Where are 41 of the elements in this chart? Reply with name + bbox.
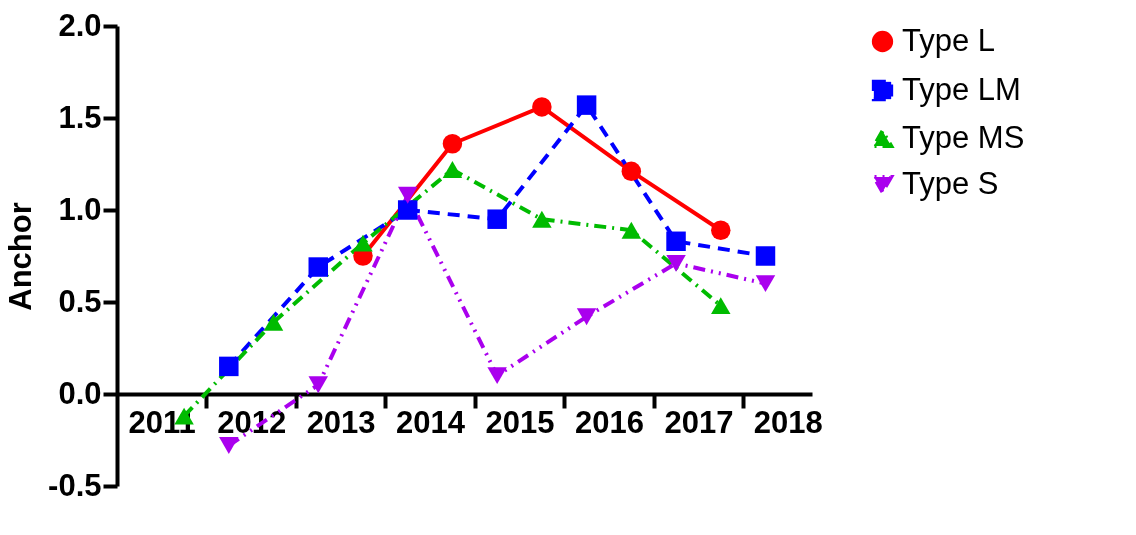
y-tick-label: 2.0 bbox=[58, 7, 102, 43]
y-tick-label: 0.0 bbox=[58, 375, 102, 411]
point bbox=[442, 161, 463, 178]
point bbox=[666, 254, 686, 272]
point bbox=[576, 308, 597, 326]
y-tick-label: 0.5 bbox=[58, 283, 102, 319]
y-tick-label: 1.0 bbox=[58, 191, 102, 227]
point bbox=[219, 356, 239, 377]
point bbox=[263, 313, 284, 331]
x-tick-label: 2015 bbox=[485, 404, 555, 440]
legend-label: Type L bbox=[902, 22, 996, 58]
point bbox=[755, 275, 776, 293]
point bbox=[397, 200, 418, 220]
point bbox=[487, 209, 507, 229]
point bbox=[532, 97, 552, 117]
legend-label: Type LM bbox=[902, 71, 1021, 107]
x-tick-label: 2013 bbox=[306, 404, 376, 440]
x-tick-label: 2016 bbox=[574, 404, 644, 440]
point bbox=[666, 231, 686, 252]
point bbox=[308, 257, 328, 277]
point bbox=[532, 210, 552, 228]
point bbox=[219, 437, 239, 454]
legend-label: Type S bbox=[902, 165, 999, 201]
y-axis-title: Anchor bbox=[3, 202, 39, 311]
point bbox=[487, 367, 507, 385]
point bbox=[353, 234, 373, 252]
point bbox=[711, 297, 731, 315]
point bbox=[711, 220, 731, 240]
point bbox=[442, 134, 463, 154]
x-tick-label: 2018 bbox=[753, 404, 823, 440]
x-tick-label: 2014 bbox=[396, 404, 466, 440]
point bbox=[621, 221, 642, 239]
point bbox=[397, 186, 418, 204]
y-tick-label: -0.5 bbox=[48, 467, 102, 503]
legend-label: Type MS bbox=[902, 119, 1025, 155]
x-tick-label: 2017 bbox=[664, 404, 734, 440]
point bbox=[576, 95, 597, 115]
point bbox=[755, 246, 776, 266]
point bbox=[621, 161, 642, 182]
y-tick-label: 1.5 bbox=[58, 99, 102, 135]
point bbox=[308, 376, 328, 394]
